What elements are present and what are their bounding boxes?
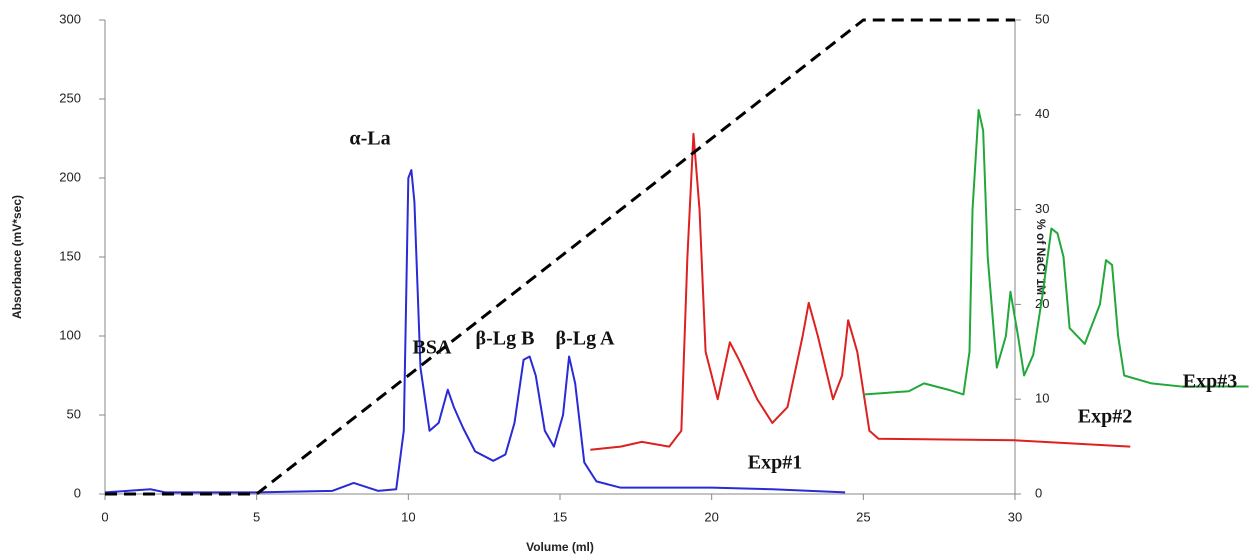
y2-axis-label: % of NaCl 1M [1034,219,1048,295]
annotation: Exp#3 [1183,371,1237,393]
trace-line [104,169,846,494]
y2-tick-label: 40 [1035,106,1049,121]
x-axis-label: Volume (ml) [526,540,594,554]
y2-tick-label: 30 [1035,201,1049,216]
annotation: β-Lg A [556,328,615,350]
y-axis-label: Absorbance (mV*sec) [10,195,24,319]
trace-line [863,109,1249,396]
annotation: Exp#1 [748,452,802,474]
y-tick-label: 50 [67,406,81,421]
y2-tick-label: 10 [1035,391,1049,406]
annotation: β-Lg B [476,328,535,350]
x-tick-label: 5 [253,509,260,524]
gradient-line [105,18,1015,496]
trace-line [590,132,1131,451]
annotation: Exp#2 [1078,406,1132,428]
x-tick-label: 10 [401,509,415,524]
x-tick-label: 30 [1008,509,1022,524]
annotation: α-La [349,128,390,150]
annotation: BSA [413,337,452,359]
x-tick-label: 25 [856,509,870,524]
y-tick-label: 100 [59,327,81,342]
y2-tick-label: 50 [1035,11,1049,26]
y-tick-label: 200 [59,169,81,184]
x-tick-label: 0 [101,509,108,524]
x-tick-label: 20 [704,509,718,524]
y-tick-label: 300 [59,11,81,26]
y-tick-label: 150 [59,248,81,263]
x-tick-label: 15 [553,509,567,524]
y2-tick-label: 0 [1035,485,1042,500]
y-tick-label: 0 [74,485,81,500]
y-tick-label: 250 [59,90,81,105]
